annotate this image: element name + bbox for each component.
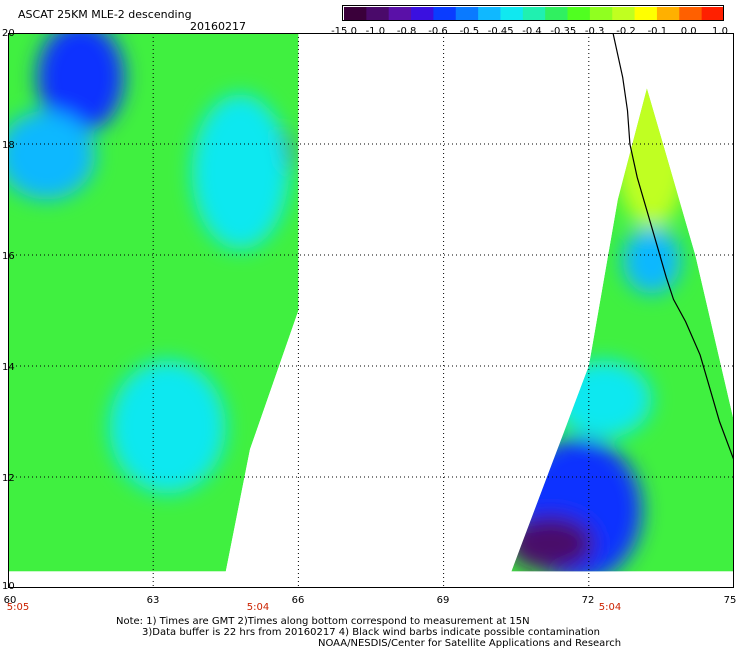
lon-label-66: 66: [291, 595, 305, 606]
colorbar-label: -0.6: [428, 26, 448, 37]
wind-feature: [191, 94, 289, 250]
colorbar-swatch: [366, 7, 390, 20]
colorbar-label: -1.0: [365, 26, 386, 37]
coastline: [612, 33, 734, 461]
lat-label-16: 16: [2, 251, 15, 262]
time-label-right: 5:04: [598, 602, 622, 613]
lon-label-60: 60: [3, 595, 17, 606]
colorbar-swatch: [478, 7, 501, 20]
note-line-3: NOAA/NESDIS/Center for Satellite Applica…: [318, 638, 622, 649]
lon-label-75: 75: [723, 595, 737, 606]
colorbar-swatch: [567, 7, 591, 20]
wind-feature: [554, 360, 652, 439]
wind-feature: [109, 360, 226, 494]
colorbar-label: -0.2: [616, 26, 636, 37]
lat-label-18: 18: [2, 140, 15, 151]
colorbar-label: -0.35: [550, 26, 577, 37]
note-line-2: 3)Data buffer is 22 hrs from 20160217 4)…: [142, 627, 600, 638]
colorbar-swatch: [612, 7, 636, 20]
colorbar-label: -0.1: [647, 26, 668, 37]
lon-label-69: 69: [436, 595, 450, 606]
wind-feature: [622, 227, 681, 294]
colorbar-swatch: [500, 7, 524, 20]
colorbar-swatch: [634, 7, 658, 20]
right-swath: [511, 88, 734, 572]
lat-label-10: 10: [2, 581, 15, 592]
wind-feature: [511, 515, 594, 572]
map-frame: [8, 33, 734, 588]
colorbar-swatch: [589, 7, 613, 20]
lon-label-72: 72: [581, 595, 595, 606]
lat-label-20: 20: [2, 28, 15, 39]
colorbar-label: -0.4: [522, 26, 542, 37]
colorbar-label: -0.45: [487, 26, 514, 37]
colorbar-swatch: [545, 7, 569, 20]
colorbar-label: -0.8: [396, 26, 417, 37]
colorbar-swatch: [701, 7, 723, 20]
colorbar-label: -0.5: [459, 26, 480, 37]
colorbar-swatch: [679, 7, 703, 20]
colorbar-swatch: [433, 7, 457, 20]
left-swath: [8, 33, 299, 572]
product-title: ASCAT 25KM MLE-2 descending: [18, 8, 192, 21]
colorbar-swatch: [411, 7, 434, 20]
colorbar-label: 0.0: [680, 26, 697, 37]
colorbar-swatch: [455, 7, 479, 20]
note-line-1: Note: 1) Times are GMT 2)Times along bot…: [116, 616, 530, 627]
colorbar-label: -0.3: [584, 26, 605, 37]
wind-feature: [37, 33, 125, 133]
colorbar-label: 1.0: [712, 26, 728, 37]
product-date: 20160217: [190, 20, 246, 33]
colorbar: [342, 5, 724, 21]
wind-feature: [8, 110, 96, 200]
colorbar-swatch: [344, 7, 367, 20]
wind-map: [8, 33, 734, 588]
colorbar-swatch: [656, 7, 680, 20]
lat-label-12: 12: [2, 473, 15, 484]
lat-label-14: 14: [2, 362, 15, 373]
colorbar-swatch: [388, 7, 412, 20]
lon-label-63: 63: [146, 595, 160, 606]
colorbar-swatch: [522, 7, 546, 20]
time-label-middle: 5:04: [246, 602, 270, 613]
colorbar-label: -15.0: [331, 26, 357, 37]
time-label-left: 5:05: [6, 602, 30, 613]
